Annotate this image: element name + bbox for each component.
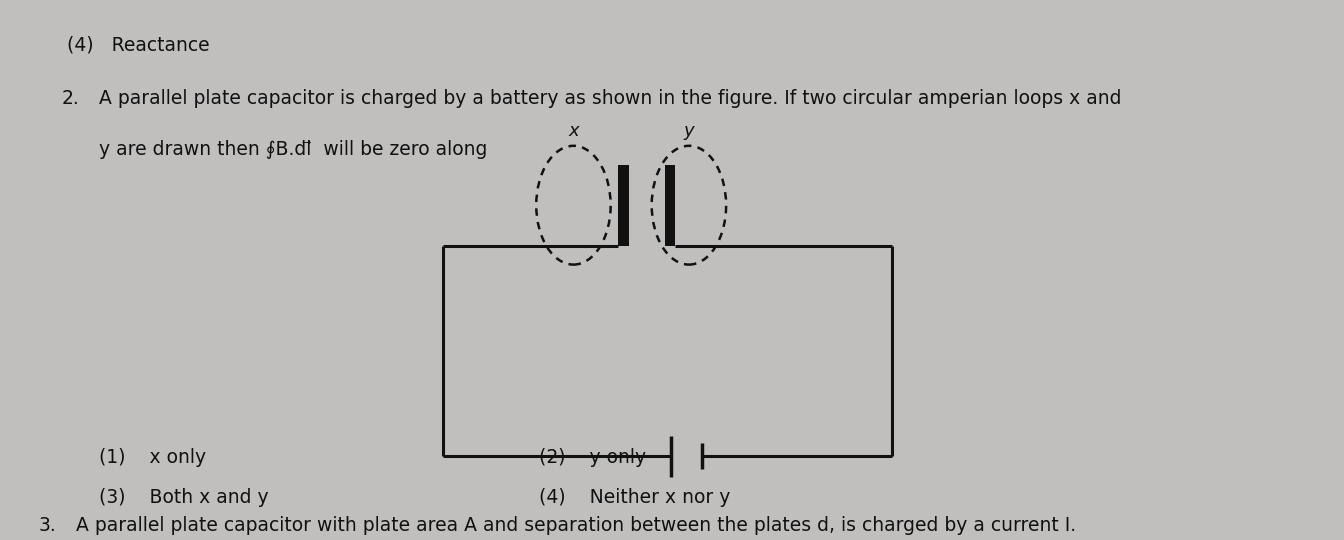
Text: A parallel plate capacitor with plate area A and separation between the plates d: A parallel plate capacitor with plate ar… — [75, 516, 1075, 535]
Text: x: x — [569, 123, 579, 140]
Text: (3)    Both x and y: (3) Both x and y — [98, 488, 269, 507]
Text: A parallel plate capacitor is charged by a battery as shown in the figure. If tw: A parallel plate capacitor is charged by… — [98, 89, 1121, 108]
Bar — [618, 165, 629, 246]
Text: (4)   Reactance: (4) Reactance — [67, 35, 210, 54]
Text: 2.: 2. — [62, 89, 79, 108]
Text: 3.: 3. — [39, 516, 56, 535]
Text: y are drawn then ∮B.dl⃗  will be zero along: y are drawn then ∮B.dl⃗ will be zero alo… — [98, 140, 487, 159]
Bar — [664, 165, 675, 246]
Text: (2)    y only: (2) y only — [539, 448, 646, 467]
Text: (1)    x only: (1) x only — [98, 448, 206, 467]
Text: (4)    Neither x nor y: (4) Neither x nor y — [539, 488, 730, 507]
Text: y: y — [684, 123, 695, 140]
